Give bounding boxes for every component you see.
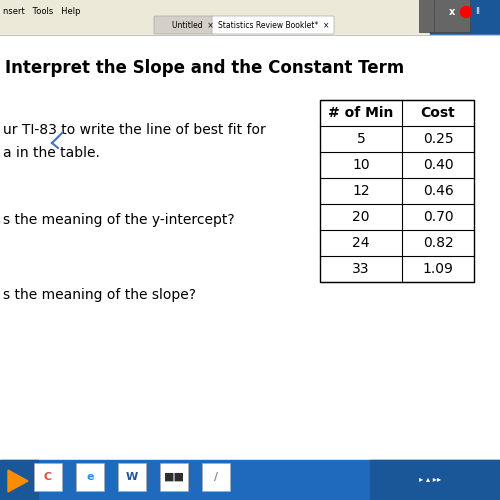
Text: e: e [86,472,94,482]
Text: Untitled  ×: Untitled × [172,20,214,30]
Bar [0,35,500,460]
Text: 0.40: 0.40 [422,158,454,172]
Bar [370,460,500,500]
Text: 20: 20 [352,210,370,224]
Text: x: x [449,7,455,17]
Text: 12: 12 [352,184,370,198]
Text: ▸ ▴ ▸▸: ▸ ▴ ▸▸ [419,476,441,484]
FancyBboxPatch shape [154,16,214,34]
Text: M: M [433,7,443,17]
Bar [320,100,474,282]
Text: nsert   Tools   Help: nsert Tools Help [3,8,80,16]
FancyBboxPatch shape [212,16,334,34]
Text: 0.70: 0.70 [422,210,454,224]
Text: ur TI-83 to write the line of best fit for: ur TI-83 to write the line of best fit f… [3,123,266,137]
Bar [202,463,230,491]
Text: C: C [44,472,52,482]
Text: II: II [476,8,480,16]
Text: 24: 24 [352,236,370,250]
Text: ■■: ■■ [164,472,184,482]
Bar [160,463,188,491]
Text: 33: 33 [352,262,370,276]
Polygon shape [8,470,28,492]
Text: Statistics Review Booklet*  ×: Statistics Review Booklet* × [218,20,330,30]
Text: 10: 10 [352,158,370,172]
Text: ↗: ↗ [435,0,443,10]
Text: a in the table.: a in the table. [3,146,100,160]
Bar [0,460,500,500]
Text: s the meaning of the y-intercept?: s the meaning of the y-intercept? [3,213,234,227]
Text: 0.82: 0.82 [422,236,454,250]
Bar [0,460,38,500]
Bar [76,463,104,491]
Circle shape [460,6,471,18]
Text: Cost: Cost [420,106,456,120]
Text: s the meaning of the slope?: s the meaning of the slope? [3,288,196,302]
Text: 1.09: 1.09 [422,262,454,276]
Text: 0.46: 0.46 [422,184,454,198]
Text: Interpret the Slope and the Constant Term: Interpret the Slope and the Constant Ter… [5,59,404,77]
Text: # of Min: # of Min [328,106,394,120]
Bar [430,0,500,35]
Text: /: / [214,472,218,482]
Bar [0,0,500,35]
Text: 0.25: 0.25 [422,132,454,146]
Text: W: W [126,472,138,482]
Text: 5: 5 [356,132,366,146]
Bar [34,463,62,491]
Bar [118,463,146,491]
